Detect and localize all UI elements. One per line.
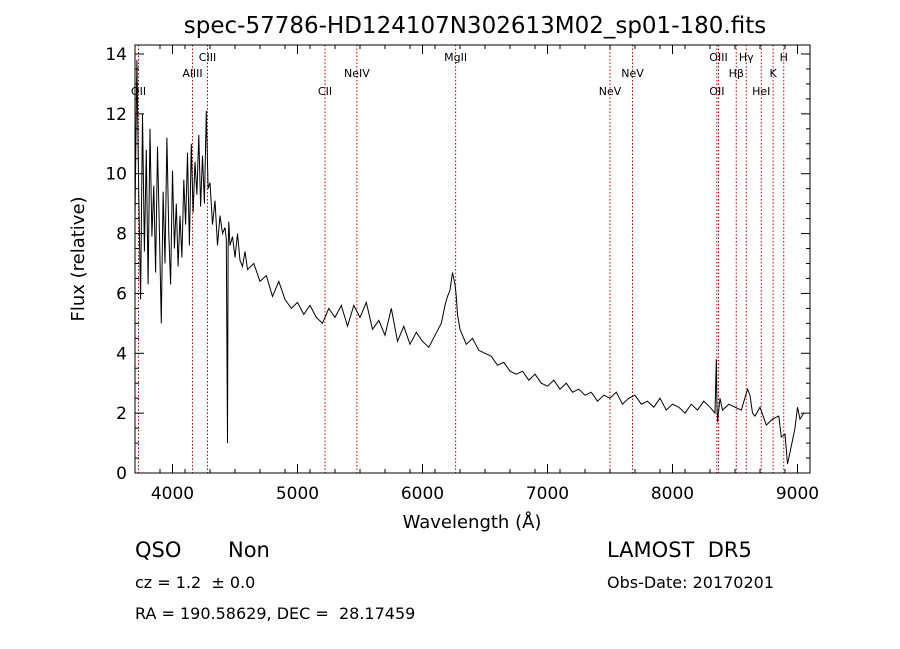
y-tick-label-4: 8: [116, 225, 127, 245]
x-axis: 4000 5000 6000 7000 8000 9000: [134, 45, 819, 504]
line-label-6: NeV: [599, 85, 622, 98]
object-class: QSO: [135, 538, 182, 562]
line-label-3: CII: [318, 85, 332, 98]
coordinates-readout: RA = 190.58629, DEC = 28.17459: [135, 604, 416, 623]
line-label-8: OII: [709, 85, 724, 98]
y-tick-label-1: 2: [116, 404, 127, 424]
x-tick-label-4: 8000: [651, 484, 694, 504]
y-tick-label-2: 4: [116, 344, 127, 364]
redshift-readout: cz = 1.2 ± 0.0: [135, 573, 256, 592]
y-tick-label-3: 6: [116, 284, 127, 304]
x-axis-label: Wavelength (Å): [403, 511, 542, 533]
line-label-7: NeV: [621, 67, 644, 80]
line-label-0: OII: [131, 85, 146, 98]
x-tick-label-0: 4000: [151, 484, 194, 504]
object-subclass: Non: [228, 538, 270, 562]
y-axis: 0 2 4 6 8 10 12 14: [105, 45, 810, 484]
chart-title: spec-57786-HD124107N302613M02_sp01-180.f…: [184, 13, 766, 39]
x-tick-label-1: 5000: [276, 484, 319, 504]
line-label-13: K: [770, 67, 778, 80]
x-tick-label-5: 9000: [776, 484, 819, 504]
line-label-4: NeIV: [344, 67, 370, 80]
y-axis-label: Flux (relative): [68, 196, 89, 321]
plot-frame: [134, 44, 811, 474]
line-label-12: HeI: [752, 85, 770, 98]
survey-label: LAMOST DR5: [607, 538, 752, 562]
x-tick-label-2: 6000: [401, 484, 444, 504]
line-label-5: MgII: [444, 51, 467, 64]
line-label-10: Hβ: [729, 67, 744, 80]
line-label-14: H: [780, 51, 788, 64]
x-tick-label-3: 7000: [526, 484, 569, 504]
spectrum-line: [134, 59, 805, 465]
y-tick-label-5: 10: [105, 165, 127, 185]
observation-date: Obs-Date: 20170201: [607, 573, 775, 592]
line-label-9: OIII: [709, 51, 727, 64]
line-label-1: AlIII: [182, 67, 202, 80]
y-tick-label-7: 14: [105, 45, 127, 65]
line-label-2: CIII: [199, 51, 216, 64]
line-label-11: Hγ: [739, 51, 754, 64]
y-tick-label-0: 0: [116, 464, 127, 484]
y-tick-label-6: 12: [105, 105, 127, 125]
